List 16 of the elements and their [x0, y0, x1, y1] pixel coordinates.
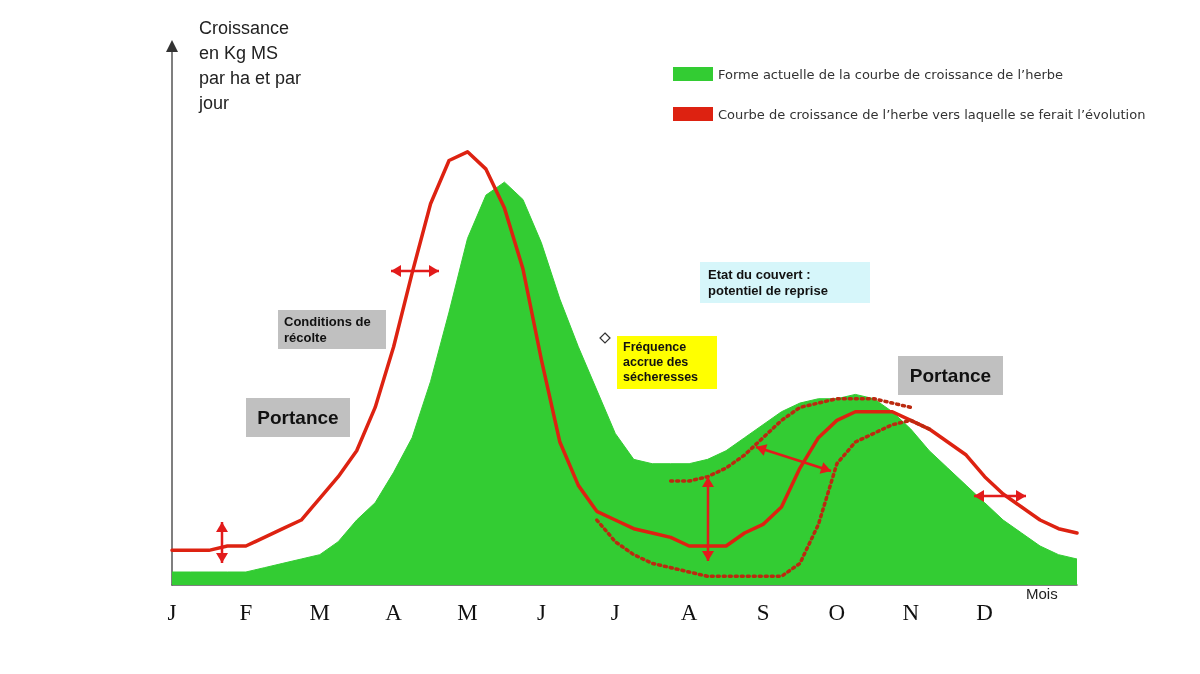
x-tick-label: F: [239, 600, 253, 625]
x-tick-label: S: [756, 600, 770, 625]
x-tick-label: A: [680, 600, 698, 625]
x-tick-label: J: [610, 600, 620, 625]
x-tick-label: O: [828, 600, 846, 625]
x-tick-label: A: [385, 600, 403, 625]
x-tick-label: M: [309, 600, 330, 625]
x-tick-label: M: [457, 600, 478, 625]
y-axis-title: Croissance en Kg MS par ha et par jour: [199, 17, 303, 115]
x-tick-label: J: [536, 600, 546, 625]
x-tick-label: D: [976, 600, 993, 625]
x-axis-title: Mois: [1026, 585, 1058, 602]
x-tick-label: J: [167, 600, 177, 625]
legend-label: Courbe de croissance de l’herbe vers laquelle se ferait l’évolution: [718, 106, 1146, 122]
legend-label: Forme actuelle de la courbe de croissance de l’herbe: [718, 66, 1063, 82]
x-tick-label: N: [902, 600, 920, 625]
